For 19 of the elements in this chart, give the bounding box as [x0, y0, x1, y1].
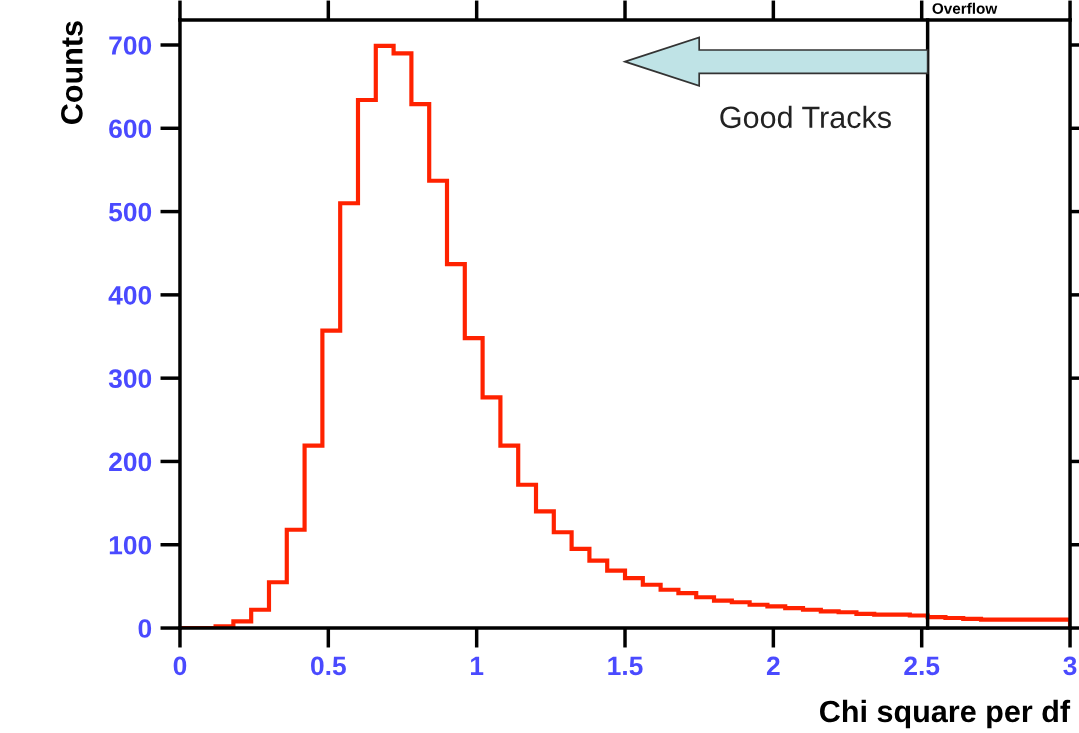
x-tick-label: 0.5: [311, 656, 346, 676]
y-tick-label: 500: [108, 202, 152, 222]
y-axis-title: Counts: [61, 21, 83, 124]
y-tick-label: 700: [109, 36, 152, 55]
y-tick-label: 400: [108, 286, 152, 305]
x-tick-label: 1.5: [608, 656, 643, 676]
y-tick-label: 300: [108, 369, 152, 389]
ref-line-label: Overflow: [932, 2, 998, 14]
x-axis-title: Chi square per df: [820, 699, 1071, 729]
x-tick-label: 1: [470, 656, 484, 675]
y-tick-label: 200: [109, 452, 152, 472]
y-tick-label: 0: [138, 619, 152, 638]
x-tick-label: 3: [1063, 656, 1077, 676]
annotation: Good Tracks: [720, 105, 891, 129]
y-tick-label: 600: [109, 119, 152, 139]
y-tick-label: 100: [109, 535, 152, 555]
x-tick-label: 2: [766, 656, 780, 675]
x-tick-label: 2.5: [904, 656, 940, 676]
x-tick-label: 0: [173, 656, 187, 676]
